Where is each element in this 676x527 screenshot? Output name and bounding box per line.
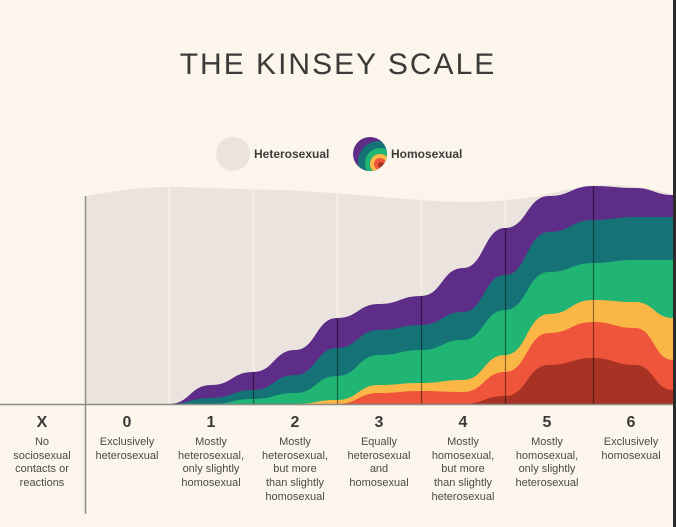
scale-column-0: 0 Exclusively heterosexual [85, 414, 169, 463]
scale-column-4: 4 Mostly homosexual, but more than slightly h… [421, 414, 505, 505]
scale-description: Mostly homosexual, but more than slightly he… [431, 436, 495, 503]
right-edge-border [673, 0, 676, 527]
scale-column-6: 6 Exclusively homosexual [589, 414, 673, 463]
legend: Heterosexual Homosexual [0, 137, 676, 173]
scale-number: 1 [206, 414, 216, 431]
chart-title: THE KINSEY SCALE [179, 48, 497, 81]
scale-number: 2 [290, 414, 300, 431]
legend-item-homosexual: Homosexual [353, 137, 462, 171]
scale-description: Exclusively homosexual [601, 436, 661, 462]
legend-item-heterosexual: Heterosexual [216, 137, 329, 171]
scale-column-5: 5 Mostly homosexual, only slightly heterosex… [505, 414, 589, 491]
scale-description: Mostly heterosexual, only slightly homosexu… [177, 436, 245, 490]
scale-description: Equally heterosexual and homosexual [347, 436, 411, 490]
scale-number: 3 [374, 414, 384, 431]
legend-swatch-heterosexual [216, 137, 250, 171]
scale-column-2: 2 Mostly heterosexual, but more than slightl… [253, 414, 337, 505]
scale-description: Mostly homosexual, only slightly heterosexu… [515, 436, 579, 490]
scale-column-3: 3 Equally heterosexual and homosexual [337, 414, 421, 491]
scale-description: Mostly heterosexual, but more than slightly… [261, 436, 329, 503]
legend-label-homosexual: Homosexual [391, 147, 463, 161]
scale-number: 4 [458, 414, 468, 431]
scale-description: Exclusively heterosexual [95, 436, 159, 462]
scale-number: 0 [122, 414, 132, 431]
scale-column-1: 1 Mostly heterosexual, only slightly homosex… [169, 414, 253, 491]
homosexual-band-dark-red [169, 358, 673, 404]
legend-swatch-homosexual [353, 137, 387, 171]
scale-column-x: X No sociosexual contacts or reactions [0, 414, 84, 491]
legend-label-heterosexual: Heterosexual [254, 147, 330, 161]
scale-number: X [36, 414, 48, 431]
scale-number: 5 [542, 414, 552, 431]
scale-description: No sociosexual contacts or reactions [13, 436, 71, 490]
scale-number: 6 [626, 414, 636, 431]
